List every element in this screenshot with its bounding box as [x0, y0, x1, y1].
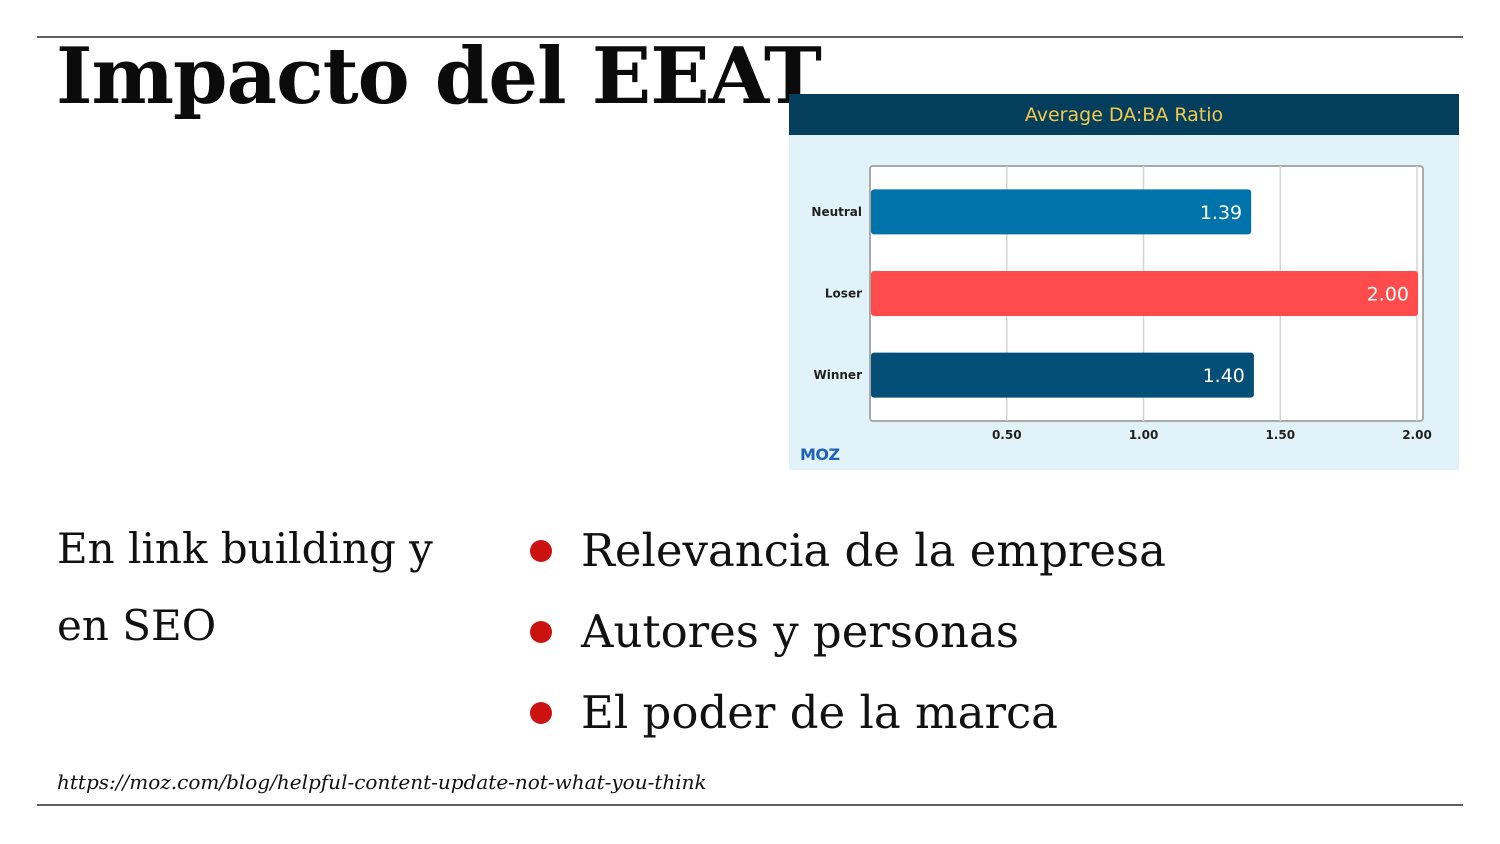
x-tick-label: 1.00 — [1129, 428, 1159, 442]
bar — [871, 189, 1252, 235]
x-tick-label: 0.50 — [992, 428, 1022, 442]
bottom-rule — [37, 804, 1463, 806]
bullet-text: Relevancia de la empresa — [581, 524, 1166, 577]
bullet-item: El poder de la marca — [530, 672, 1166, 753]
category-label: Neutral — [811, 205, 862, 219]
category-label: Winner — [814, 368, 863, 382]
slide-title: Impacto del EEAT — [56, 31, 822, 122]
bullet-dot-icon — [530, 620, 552, 643]
bullet-item: Autores y personas — [530, 591, 1166, 672]
bullet-text: Autores y personas — [581, 605, 1019, 658]
bullet-dot-icon — [530, 539, 552, 562]
x-tick-label: 2.00 — [1402, 428, 1432, 442]
bar-value-label: 1.40 — [1203, 365, 1245, 387]
bullet-dot-icon — [530, 701, 552, 724]
bullet-item: Relevancia de la empresa — [530, 510, 1166, 591]
moz-logo: MOZ — [800, 445, 840, 464]
bullet-text: El poder de la marca — [581, 686, 1059, 739]
bullet-list: Relevancia de la empresa Autores y perso… — [530, 510, 1166, 753]
x-tick-label: 1.50 — [1265, 428, 1295, 442]
top-rule — [37, 36, 1463, 38]
slide-subtitle: En link building y en SEO — [57, 524, 433, 650]
source-link[interactable]: https://moz.com/blog/helpful-content-upd… — [57, 770, 707, 794]
category-label: Loser — [825, 287, 862, 301]
chart-title: Average DA:BA Ratio — [789, 94, 1459, 135]
bar — [871, 352, 1254, 398]
bar-chart: 0.50 1.00 1.50 2.00 1.39 Neutral 2.00 Loser 1.40… — [800, 165, 1432, 464]
chart-image: Average DA:BA Ratio 0.50 1.00 1.50 2.00 1.39… — [789, 94, 1459, 470]
bar — [871, 271, 1418, 316]
bar-value-label: 1.39 — [1200, 202, 1242, 224]
bar-value-label: 2.00 — [1367, 284, 1409, 306]
